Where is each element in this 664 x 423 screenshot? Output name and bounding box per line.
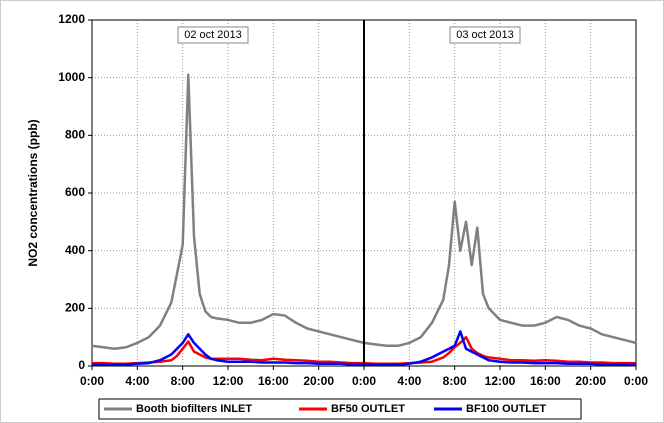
y-tick-label: 200: [65, 301, 85, 315]
y-tick-label: 1000: [58, 70, 85, 84]
x-tick-label: 0:00: [80, 374, 104, 388]
legend-label: BF100 OUTLET: [466, 403, 546, 415]
y-tick-label: 1200: [58, 12, 85, 26]
annotation-box: [177, 26, 249, 44]
y-tick-label: 0: [78, 358, 85, 372]
x-tick-label: 0:00: [624, 374, 648, 388]
x-tick-label: 4:00: [397, 374, 421, 388]
legend-box: [98, 398, 582, 420]
annotation: 02 oct 2013: [184, 29, 242, 41]
x-tick-label: 4:00: [125, 374, 149, 388]
x-tick-label: 16:00: [530, 374, 561, 388]
annotation-box: [449, 26, 521, 44]
x-tick-label: 0:00: [352, 374, 376, 388]
y-tick-label: 600: [65, 185, 85, 199]
annotation: 03 oct 2013: [456, 29, 514, 41]
y-tick-label: 800: [65, 128, 85, 142]
y-tick-label: 400: [65, 243, 85, 257]
x-tick-label: 8:00: [443, 374, 467, 388]
y-axis-label: NO2 concentrations (ppb): [26, 119, 40, 266]
x-tick-label: 8:00: [171, 374, 195, 388]
x-tick-label: 20:00: [575, 374, 606, 388]
x-tick-label: 20:00: [303, 374, 334, 388]
x-tick-label: 16:00: [258, 374, 289, 388]
legend-label: BF50 OUTLET: [331, 403, 405, 415]
x-tick-label: 12:00: [485, 374, 516, 388]
legend-label: Booth biofilters INLET: [136, 403, 252, 415]
x-tick-label: 12:00: [213, 374, 244, 388]
